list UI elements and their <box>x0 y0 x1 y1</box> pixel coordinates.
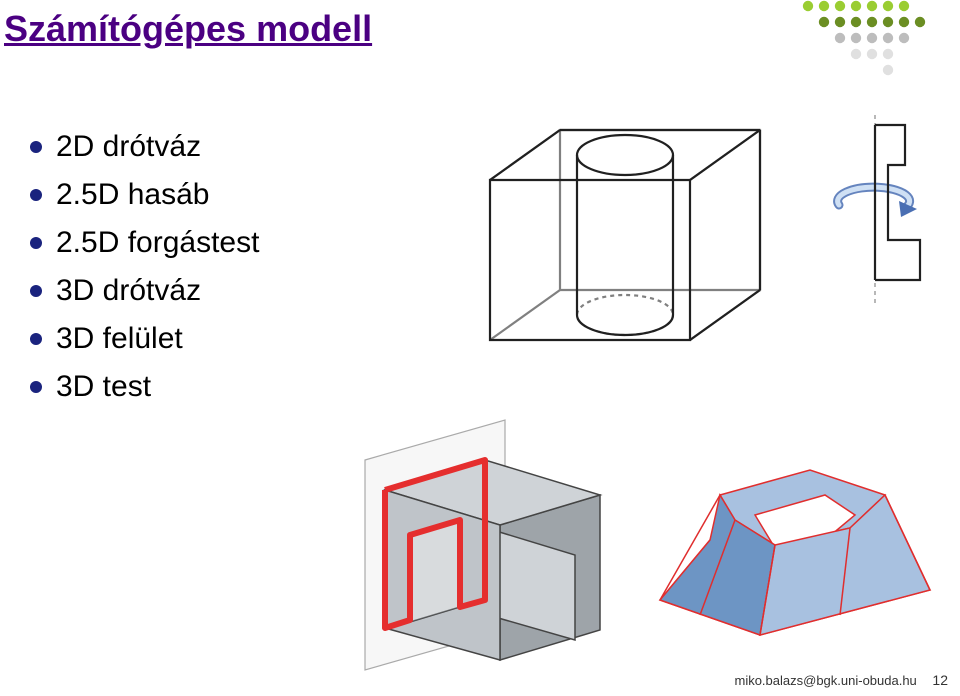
surface-model-diagram <box>640 400 950 660</box>
decorative-dots <box>798 0 938 80</box>
bullet-icon <box>30 237 42 249</box>
footer-email: miko.balazs@bgk.uni-obuda.hu <box>734 673 916 688</box>
list-item: 3D felület <box>30 322 390 356</box>
bullet-icon <box>30 285 42 297</box>
bullet-icon <box>30 381 42 393</box>
list-item: 3D test <box>30 370 390 404</box>
extruded-solid-diagram <box>330 400 630 660</box>
bullet-icon <box>30 333 42 345</box>
list-item: 2.5D forgástest <box>30 226 390 260</box>
list-item: 2.5D hasáb <box>30 178 390 212</box>
list-item-label: 3D felület <box>56 322 183 356</box>
revolve-profile-diagram <box>810 100 940 320</box>
list-item-label: 3D drótváz <box>56 274 201 308</box>
list-item: 3D drótváz <box>30 274 390 308</box>
list-item-label: 2.5D forgástest <box>56 226 259 260</box>
page-title: Számítógépes modell <box>4 8 372 50</box>
list-item: 2D drótváz <box>30 130 390 164</box>
list-item-label: 3D test <box>56 370 151 404</box>
model-types-list: 2D drótváz 2.5D hasáb 2.5D forgástest 3D… <box>30 130 390 418</box>
bullet-icon <box>30 189 42 201</box>
list-item-label: 2D drótváz <box>56 130 201 164</box>
list-item-label: 2.5D hasáb <box>56 178 209 212</box>
bullet-icon <box>30 141 42 153</box>
wireframe-box-diagram <box>430 100 790 380</box>
page-number: 12 <box>932 672 948 688</box>
footer: miko.balazs@bgk.uni-obuda.hu 12 <box>734 672 948 688</box>
